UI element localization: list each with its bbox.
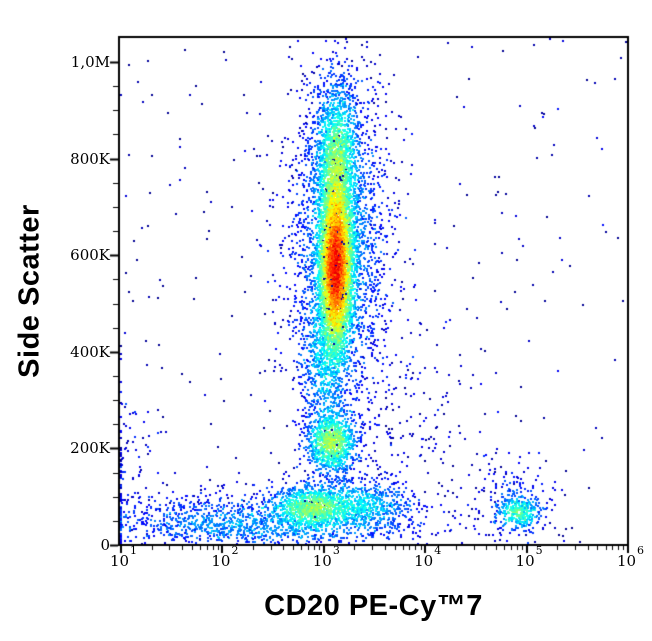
x-tick-label: 103 <box>312 544 340 570</box>
x-tick-label: 105 <box>515 544 543 570</box>
y-tick-label: 0 <box>100 536 110 554</box>
y-tick-label: 400K <box>70 342 110 361</box>
x-tick-label: 104 <box>414 544 442 570</box>
x-tick-label: 101 <box>109 544 138 570</box>
x-tick-label: 102 <box>211 544 239 570</box>
y-tick-label: 1,0M <box>70 53 110 71</box>
y-axis-title-wrap: Side Scatter <box>2 0 58 582</box>
y-axis-title: Side Scatter <box>13 204 46 378</box>
y-tick-label: 600K <box>70 246 110 265</box>
y-tick-label: 200K <box>70 439 110 458</box>
x-axis-title: CD20 PE-Cy™7 <box>264 590 483 622</box>
y-tick-label: 800K <box>70 149 110 168</box>
x-tick-label: 106 <box>616 544 645 570</box>
